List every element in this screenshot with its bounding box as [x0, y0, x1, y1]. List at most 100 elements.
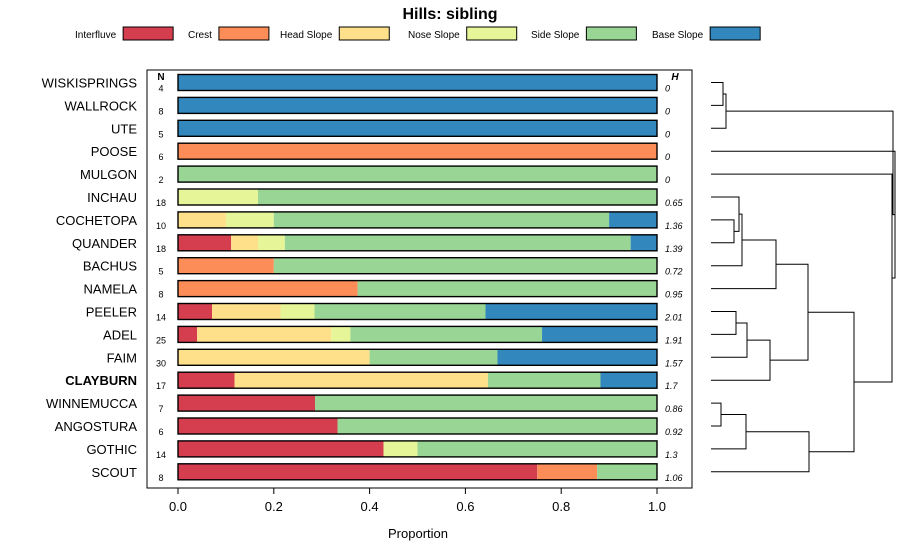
row-label-poose: POOSE	[91, 144, 138, 159]
h-value-namela: 0.95	[665, 290, 684, 300]
dendrogram-link-9	[711, 339, 771, 381]
bar-cochetopa-nose-slope	[225, 211, 274, 228]
dendrogram-link-8	[711, 322, 748, 358]
legend-label-base-slope: Base Slope	[652, 30, 704, 41]
bar-cochetopa-base-slope	[609, 211, 657, 228]
h-value-wiskisprings: 0	[665, 84, 670, 94]
legend-swatch-nose-slope	[466, 26, 518, 41]
row-label-cochetopa: COCHETOPA	[56, 213, 137, 228]
dendrogram-link-14	[808, 311, 855, 453]
row-label-ute: UTE	[111, 121, 137, 136]
bar-outline-cochetopa	[177, 211, 658, 229]
n-value-namela: 8	[158, 290, 163, 300]
h-value-faim: 1.57	[665, 358, 684, 368]
legend-label-crest: Crest	[188, 30, 212, 41]
bar-adel-base-slope	[542, 326, 657, 343]
n-value-cochetopa: 10	[156, 221, 166, 231]
bar-outline-scout	[177, 463, 658, 481]
bar-peeler-nose-slope	[280, 303, 315, 320]
n-value-adel: 25	[156, 335, 166, 345]
bar-faim-base-slope	[497, 349, 657, 366]
row-label-angostura: ANGOSTURA	[55, 419, 138, 434]
bar-quander-head-slope	[231, 234, 258, 251]
x-tick-label: 0.8	[552, 499, 570, 514]
row-label-bachus: BACHUS	[83, 259, 138, 274]
h-value-cochetopa: 1.36	[665, 221, 683, 231]
h-value-wallrock: 0	[665, 106, 670, 116]
legend: Interfluve Crest Head Slope Nose Slope Side …	[75, 26, 761, 41]
bar-angostura-side-slope	[337, 418, 657, 434]
bar-outline-faim	[177, 348, 658, 366]
bar-outline-wallrock	[177, 96, 658, 115]
n-column-header: N	[157, 72, 164, 83]
x-tick-label: 0.4	[361, 499, 379, 514]
row-label-mulgon: MULGON	[80, 167, 137, 182]
bar-quander-base-slope	[630, 234, 658, 251]
h-value-winnemucca: 0.86	[665, 404, 683, 414]
bar-angostura-interfluve	[178, 418, 338, 434]
dendrogram-link-6	[711, 239, 777, 290]
row-label-quander: QUANDER	[72, 236, 137, 251]
bar-outline-bachus	[177, 257, 658, 275]
dendrogram-link-4	[711, 196, 740, 232]
bar-outline-inchau	[177, 188, 658, 206]
row-label-adel: ADEL	[103, 327, 137, 342]
n-value-wiskisprings: 4	[158, 84, 163, 94]
row-label-wiskisprings: WISKISPRINGS	[42, 76, 138, 91]
row-label-wallrock: WALLROCK	[65, 98, 138, 113]
bar-outline-winnemucca	[177, 394, 658, 412]
x-axis: 0.0 0.2 0.4 0.6 0.8 1.0	[169, 488, 666, 514]
dendrogram-link-2	[711, 93, 727, 129]
dendrogram-link-15	[711, 173, 893, 383]
h-value-mulgon: 0	[665, 175, 670, 185]
h-value-quander: 1.39	[665, 244, 683, 254]
x-tick-label: 0.6	[456, 499, 474, 514]
legend-swatch-interfluve	[122, 26, 174, 41]
h-value-poose: 0	[665, 152, 670, 162]
n-value-gothic: 14	[156, 450, 166, 460]
bar-clayburn-side-slope	[487, 372, 601, 389]
bar-wiskisprings-base-slope	[178, 74, 657, 91]
row-label-faim: FAIM	[107, 350, 137, 365]
bar-namela-side-slope	[357, 280, 657, 297]
n-value-scout: 8	[158, 473, 163, 483]
bar-faim-head-slope	[178, 349, 370, 366]
bar-mulgon-side-slope	[178, 166, 657, 183]
bar-scout-interfluve	[178, 463, 538, 480]
legend-label-head-slope: Head Slope	[280, 30, 333, 41]
n-value-angostura: 6	[158, 427, 163, 437]
bar-adel-nose-slope	[331, 326, 351, 343]
bar-peeler-base-slope	[485, 303, 657, 320]
bar-outline-peeler	[177, 302, 658, 321]
bar-namela-crest	[178, 280, 358, 297]
n-value-ute: 5	[158, 129, 163, 139]
h-value-scout: 1.06	[665, 473, 683, 483]
legend-swatch-side-slope	[585, 26, 637, 41]
chart-title: Hills: sibling	[402, 6, 497, 23]
bar-gothic-interfluve	[178, 440, 384, 457]
h-value-ute: 0	[665, 129, 670, 139]
dendrogram-link-13	[711, 431, 810, 473]
row-label-inchau: INCHAU	[87, 190, 137, 205]
bar-inchau-nose-slope	[178, 189, 258, 205]
x-axis-label: Proportion	[388, 526, 448, 541]
n-value-poose: 6	[158, 152, 163, 162]
n-value-quander: 18	[156, 244, 166, 254]
x-tick-label: 0.0	[169, 499, 187, 514]
n-value-mulgon: 2	[158, 175, 163, 185]
bar-outline-quander	[177, 234, 658, 252]
bar-bachus-crest	[178, 257, 274, 274]
bar-outline-angostura	[177, 417, 658, 435]
h-value-bachus: 0.72	[665, 267, 683, 277]
bar-rows: WISKISPRINGS 4 0 WALLROCK 8 0 UTE 5 0 POOSE 6 0 MULG…	[42, 73, 684, 483]
h-value-peeler: 2.01	[664, 313, 683, 323]
bar-gothic-side-slope	[417, 440, 657, 457]
bar-cochetopa-head-slope	[178, 211, 226, 228]
bar-winnemucca-interfluve	[178, 395, 315, 412]
x-tick-label: 1.0	[648, 499, 666, 514]
bar-poose-crest	[178, 143, 657, 160]
row-label-gothic: GOTHIC	[86, 442, 137, 457]
h-value-angostura: 0.92	[665, 427, 683, 437]
row-label-winnemucca: WINNEMUCCA	[46, 396, 137, 411]
